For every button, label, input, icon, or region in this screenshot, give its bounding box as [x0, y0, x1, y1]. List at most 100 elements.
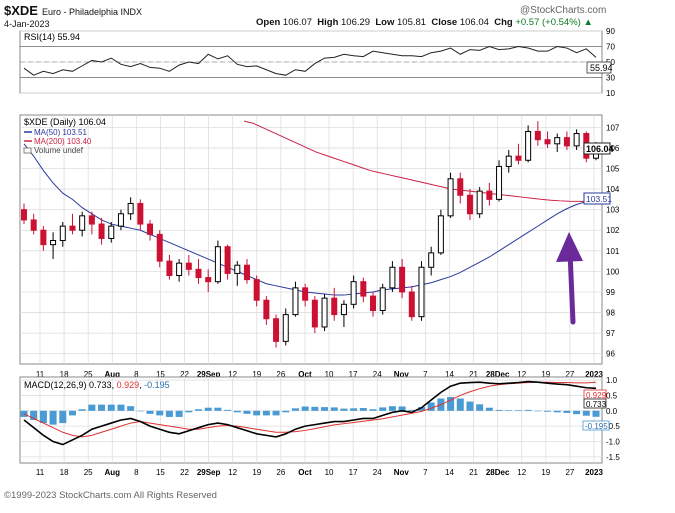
macd-x-tick-label: 25 — [84, 468, 93, 477]
candle-body — [476, 190, 483, 215]
macd-histogram-bar — [534, 410, 542, 412]
macd-x-tick-label: 21 — [469, 468, 478, 477]
macd-histogram-bar — [291, 408, 299, 411]
candle-body — [408, 291, 415, 318]
candle-body — [573, 133, 580, 147]
macd-histogram-bar — [282, 410, 290, 413]
macd-histogram-bar — [214, 407, 222, 411]
candle-body — [437, 215, 444, 254]
candle-body — [50, 240, 57, 246]
candle-body — [98, 223, 105, 239]
macd-histogram-bar — [253, 410, 261, 416]
price-legend: MA(50) 103.51 MA(200) 103.40 Volume unde… — [23, 128, 92, 155]
price-y-tick-label: 99 — [606, 288, 615, 297]
rsi-tick-label: 10 — [606, 89, 615, 98]
candle-body — [457, 178, 464, 196]
price-y-tick-label: 105 — [606, 165, 620, 174]
price-x-tick-label: 29Sep — [197, 370, 221, 379]
price-y-tick-label: 106 — [606, 144, 620, 153]
macd-histogram-bar — [224, 409, 232, 411]
candle-body — [321, 297, 328, 328]
price-x-tick-label: 24 — [373, 370, 382, 379]
macd-histogram-bar — [427, 402, 435, 411]
macd-histogram-bar — [505, 410, 513, 411]
price-y-tick-label: 102 — [606, 226, 620, 235]
macd-histogram-bar — [175, 410, 183, 417]
macd-histogram-bar — [350, 408, 358, 411]
macd-x-tick-label: 11 — [36, 468, 45, 477]
macd-histogram-bar — [582, 410, 590, 416]
macd-histogram-bar — [398, 406, 406, 411]
price-x-tick-label: 11 — [36, 370, 45, 379]
stockcharts-logo[interactable]: @StockCharts.com — [520, 5, 607, 16]
candle-body — [156, 233, 163, 262]
candle-body — [534, 130, 541, 141]
macd-panel: 1.0 0.5 0.0 -0.5 -1.0 -1.5 11 18 25 Aug 8 15 22 29Se… — [19, 376, 620, 477]
candle-body — [234, 264, 241, 274]
macd-histogram-bar — [127, 406, 135, 411]
macd-histogram-bar — [233, 410, 241, 413]
macd-x-tick-label: 17 — [349, 468, 358, 477]
macd-histogram-bar — [204, 407, 212, 411]
macd-x-tick-label: 19 — [252, 468, 261, 477]
price-x-tick-label: 8 — [134, 370, 139, 379]
macd-histogram-bar — [165, 410, 173, 417]
candle-body — [399, 266, 406, 293]
macd-histogram-bar — [272, 410, 280, 416]
macd-y-tick-label: -1.0 — [606, 438, 620, 447]
candle-body — [428, 252, 435, 268]
quote-bar: Open 106.07 High 106.29 Low 105.81 Close… — [256, 17, 593, 28]
macd-histogram-bar — [476, 404, 484, 411]
candle-body — [447, 178, 454, 217]
candle-body — [282, 314, 289, 342]
macd-histogram-bar — [369, 409, 377, 411]
high-label: High — [317, 17, 339, 28]
signal-line — [23, 381, 597, 438]
macd-histogram-bar — [30, 410, 38, 420]
macd-histogram-bar — [185, 410, 193, 413]
candle-body — [515, 155, 522, 161]
macd-x-tick-label: Aug — [104, 468, 120, 477]
macd-histogram-bar — [243, 410, 251, 414]
high-value: 106.29 — [341, 17, 371, 28]
candle-body — [214, 246, 221, 283]
macd-x-tick-label: Oct — [298, 468, 312, 477]
candle-body — [389, 266, 396, 289]
candle-body — [166, 260, 173, 277]
candle-body — [108, 225, 115, 239]
macd-y-tick-label: 0.0 — [606, 407, 618, 416]
macd-histogram-bar — [447, 396, 455, 411]
price-x-ticks: 11 18 25 Aug 8 15 22 29Sep 12 19 26 Oct 10 17 24 Nov 7 14… — [36, 370, 604, 379]
price-title: $XDE (Daily) 106.04 — [24, 117, 106, 127]
price-x-tick-label: 14 — [445, 370, 454, 379]
macd-y-ticks: 1.0 0.5 0.0 -0.5 -1.0 -1.5 — [606, 376, 620, 462]
macd-x-tick-label: 12 — [517, 468, 526, 477]
macd-histogram-bar — [573, 410, 581, 415]
price-x-tick-label: 17 — [349, 370, 358, 379]
rsi-value-box — [586, 61, 612, 74]
rsi-line — [23, 45, 597, 76]
chg-value: +0.57 (+0.54%) — [515, 17, 581, 28]
price-y-tick-label: 96 — [606, 350, 615, 359]
macd-x-tick-label: 27 — [565, 468, 574, 477]
macd-histogram-bar — [553, 410, 561, 413]
candle-body — [505, 155, 512, 167]
macd-histogram-bar — [195, 409, 203, 411]
macd-histogram-bar — [301, 406, 309, 411]
close-value-box — [583, 142, 611, 155]
candle-body — [370, 295, 377, 311]
close-value: 106.04 — [459, 17, 489, 28]
price-x-tick-label: Aug — [104, 370, 120, 379]
legend-volume: Volume undef — [34, 146, 84, 155]
candle-body — [176, 262, 183, 277]
rsi-panel: 9070503010 RSI(14) 55.94 55.94 — [19, 27, 615, 98]
macd-histogram-bar — [359, 408, 367, 411]
rsi-tick-label: 70 — [606, 43, 615, 52]
price-y-tick-label: 103 — [606, 206, 620, 215]
close-label: Close — [431, 17, 458, 28]
candle-body — [466, 194, 473, 215]
legend-ma200: MA(200) 103.40 — [34, 137, 92, 146]
price-x-tick-label: 21 — [469, 370, 478, 379]
macd-y-tick-label: 0.5 — [606, 391, 618, 400]
price-y-ticks: 107 106 105 104 103 102 101 100 99 98 97 96 — [606, 123, 620, 358]
